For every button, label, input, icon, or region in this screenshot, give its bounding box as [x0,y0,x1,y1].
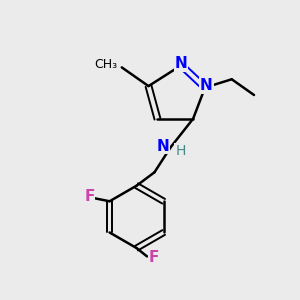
Text: CH₃: CH₃ [94,58,117,71]
Text: N: N [200,78,213,93]
Text: F: F [84,189,94,204]
Text: N: N [157,139,169,154]
Text: F: F [148,250,159,266]
Text: H: H [175,144,185,158]
Text: N: N [175,56,188,71]
